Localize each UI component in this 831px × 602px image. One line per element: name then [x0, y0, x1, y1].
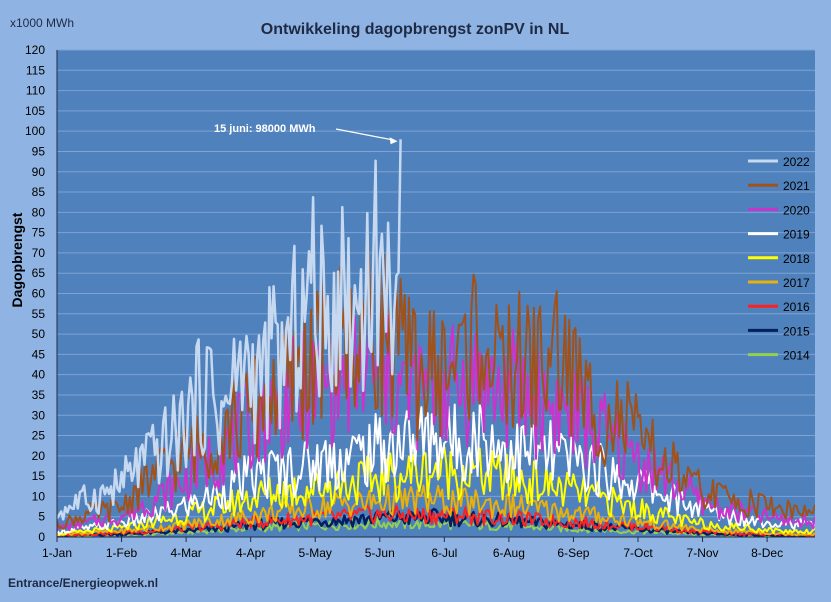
- y-tick-label: 90: [32, 165, 46, 179]
- x-tick-label: 5-Jun: [365, 546, 395, 560]
- series-lines: [57, 139, 815, 537]
- y-tick-label: 45: [32, 347, 46, 361]
- x-tick-label: 6-Jul: [431, 546, 457, 560]
- y-tick-label: 120: [25, 43, 45, 57]
- source-label: Entrance/Energieopwek.nl: [8, 576, 158, 590]
- y-tick-label: 70: [32, 246, 46, 260]
- series-line-2022: [57, 139, 402, 521]
- y-tick-label: 80: [32, 205, 46, 219]
- annotation-arrow-line: [335, 128, 395, 141]
- y-tick-label: 5: [38, 510, 45, 524]
- legend-label-2021: 2021: [783, 179, 810, 193]
- y-tick-label: 100: [25, 124, 45, 138]
- y-tick-label: 0: [38, 530, 45, 544]
- x-tick-label: 1-Jan: [42, 546, 72, 560]
- y-tick-label: 115: [26, 63, 45, 77]
- x-tick-label: 8-Dec: [751, 546, 783, 560]
- legend-label-2018: 2018: [783, 252, 810, 266]
- y-tick-label: 15: [32, 469, 46, 483]
- legend-label-2014: 2014: [783, 349, 810, 363]
- legend-label-2022: 2022: [783, 155, 810, 169]
- x-tick-label: 7-Nov: [687, 546, 719, 560]
- annotation-label: 15 juni: 98000 MWh: [214, 123, 316, 135]
- y-tick-label: 35: [32, 388, 46, 402]
- x-tick-label: 4-Apr: [236, 546, 265, 560]
- annotation-arrowhead: [389, 137, 398, 145]
- legend-label-2020: 2020: [783, 203, 810, 217]
- x-tick-label: 1-Feb: [106, 546, 138, 560]
- y-tick-label: 25: [32, 429, 46, 443]
- y-axis-label: Dagopbrengst: [9, 212, 25, 307]
- y-tick-label: 55: [32, 307, 46, 321]
- y-tick-label: 75: [32, 226, 46, 240]
- y-tick-label: 10: [32, 489, 46, 503]
- y-tick-label: 105: [25, 104, 45, 118]
- x-tick-label: 5-May: [299, 546, 332, 560]
- legend-label-2016: 2016: [783, 300, 810, 314]
- y-tick-label: 30: [32, 408, 46, 422]
- series-line-2019: [57, 403, 815, 535]
- legend: 2022 2021 2020 2019 2018 2017 2016 2015 2014: [748, 155, 810, 363]
- y-tick-label: 95: [32, 144, 46, 158]
- x-tick-label: 6-Aug: [493, 546, 525, 560]
- y-unit-label: x1000 MWh: [10, 16, 74, 30]
- legend-label-2017: 2017: [783, 276, 810, 290]
- x-tick-label: 4-Mar: [170, 546, 201, 560]
- x-tick-label: 7-Oct: [623, 546, 653, 560]
- plot-area: 0 5 10 15 20 25 30 35 40 45 50 55 60 65 70 75 80 85 90 95 10…: [25, 43, 815, 560]
- y-tick-label: 65: [32, 266, 46, 280]
- series-line-2017: [57, 484, 815, 537]
- y-tick-label: 50: [32, 327, 46, 341]
- series-line-2018: [57, 446, 815, 536]
- y-tick-label: 20: [32, 449, 46, 463]
- y-tick-label: 85: [32, 185, 46, 199]
- x-tick-label: 6-Sep: [557, 546, 589, 560]
- y-tick-label: 40: [32, 368, 46, 382]
- legend-label-2015: 2015: [783, 324, 810, 338]
- chart-title: Ontwikkeling dagopbrengst zonPV in NL: [261, 21, 570, 38]
- y-tick-label: 110: [26, 84, 45, 98]
- legend-label-2019: 2019: [783, 228, 810, 242]
- y-tick-label: 60: [32, 287, 46, 301]
